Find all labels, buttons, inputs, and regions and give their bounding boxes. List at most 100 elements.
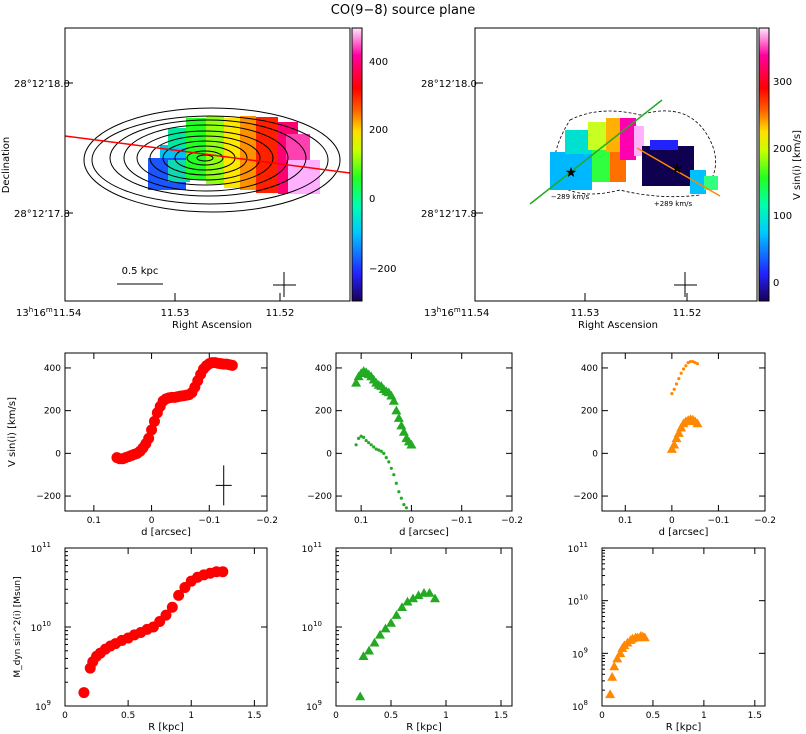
data-point (677, 377, 681, 381)
data-point (612, 653, 623, 663)
x-tick-label: −0.2 (501, 516, 523, 526)
data-point (355, 691, 366, 701)
data-point (681, 367, 686, 371)
right-colorbar (758, 27, 770, 302)
data-point (671, 433, 682, 443)
x-tick-label: 0.5 (384, 711, 398, 721)
x-tick-label: −0.2 (256, 516, 278, 526)
x-tick-label: 0 (669, 516, 675, 526)
y-tick-label: −200 (36, 492, 61, 502)
right-map-frame (474, 27, 758, 302)
map-pixel-block (650, 140, 678, 150)
data-point (673, 428, 684, 437)
contour (83, 107, 341, 213)
y-tick-label: 28°12’17.8 (14, 209, 70, 220)
data-point (389, 466, 393, 470)
right-map-ticks (475, 82, 688, 301)
x-axis-label: R [kpc] (148, 722, 184, 733)
plot-frame (601, 352, 766, 512)
plot-frame (64, 352, 268, 512)
orange-slit-line (636, 147, 721, 197)
green-slit-line (529, 99, 663, 205)
left-map-ticks (65, 82, 281, 301)
map-pixel-block (634, 126, 644, 156)
plot-frame (64, 547, 268, 707)
colorbar-tick-label: 0 (773, 278, 779, 289)
data-point (351, 377, 362, 387)
data-point (377, 448, 381, 452)
y-tick-label: 28°12’18.0 (14, 79, 70, 90)
y-tick-exponent: 9 (584, 646, 588, 654)
right-beam-cross (674, 272, 697, 297)
data-point (367, 441, 371, 445)
y-tick-exponent: 9 (47, 699, 51, 707)
map-pixel-block (206, 116, 224, 184)
data-point (688, 359, 693, 364)
y-tick-label: 28°12’17.8 (421, 209, 477, 220)
data-point (226, 359, 238, 371)
data-point (143, 432, 155, 444)
y-tick-label: 109 (306, 699, 322, 713)
map-pixel-block (592, 150, 612, 182)
colorbar-tick-label: −200 (369, 264, 396, 275)
colorbar-tick-label: 300 (773, 77, 792, 88)
x-tick-label: 1 (188, 711, 194, 721)
map-pixel-block (256, 117, 278, 193)
map-pixel-block (606, 118, 620, 152)
star-marker-blue: ★ (565, 165, 578, 181)
x-axis-label: R [kpc] (666, 722, 702, 733)
x-tick-label-ra: 13h16m11.54 (424, 306, 489, 319)
y-tick-label: 1011 (31, 541, 51, 555)
y-tick-label: 28°12’18.0 (421, 79, 477, 90)
y-tick-exponent: 11 (42, 541, 51, 549)
data-point (397, 490, 401, 494)
data-point (408, 593, 418, 603)
data-point (402, 502, 406, 507)
x-tick-label: 11.53 (161, 308, 190, 319)
x-tick-label: 0.1 (618, 516, 632, 526)
x-tick-label: 0 (409, 516, 415, 526)
x-tick-label: 0 (333, 711, 339, 721)
y-tick-exponent: 11 (313, 541, 322, 549)
y-tick-label: −200 (307, 492, 332, 502)
left-beam-cross (273, 272, 296, 297)
left-map-frame (64, 27, 351, 302)
y-tick-base: 10 (572, 650, 584, 660)
data-point (372, 445, 376, 449)
contour (91, 115, 329, 205)
data-point (384, 456, 388, 460)
x-tick-label: 1.5 (748, 711, 762, 721)
x-tick-label-ra: 13h16m11.54 (16, 306, 81, 319)
data-point (669, 439, 680, 449)
x-axis-label: d [arcsec] (399, 527, 449, 538)
x-axis-label: Right Ascension (172, 320, 252, 331)
data-point (369, 637, 380, 647)
star-marker-red: ★ (671, 161, 684, 177)
data-point (607, 672, 618, 681)
data-point (379, 449, 383, 453)
x-tick-label: −0.1 (198, 516, 220, 526)
data-point (362, 435, 366, 439)
x-tick-label: 0 (62, 711, 68, 721)
y-tick-exponent: 10 (313, 620, 322, 628)
x-tick-label: 1 (701, 711, 707, 721)
map-pixel-block (240, 116, 256, 190)
panel-pv_orange: 0.1 0 −0.1 −0.2 d [arcsec] 400 200 0 −200 (573, 352, 776, 538)
y-tick-label: 400 (44, 364, 61, 374)
y-tick-label: 108 (572, 699, 588, 713)
data-point (388, 396, 399, 405)
colorbar-label: V sin(i) [km/s] (792, 130, 803, 200)
contour (109, 119, 307, 197)
data-point (684, 364, 688, 368)
x-tick-label: 0 (599, 711, 605, 721)
y-tick-label: −200 (573, 492, 598, 502)
data-point (359, 434, 363, 438)
plot-frame (601, 547, 766, 707)
y-axis-label: Declination (1, 137, 12, 194)
data-point (392, 473, 396, 477)
y-tick-label: 1011 (568, 541, 588, 555)
data-point (173, 589, 185, 601)
x-tick-label: 11.52 (266, 308, 295, 319)
